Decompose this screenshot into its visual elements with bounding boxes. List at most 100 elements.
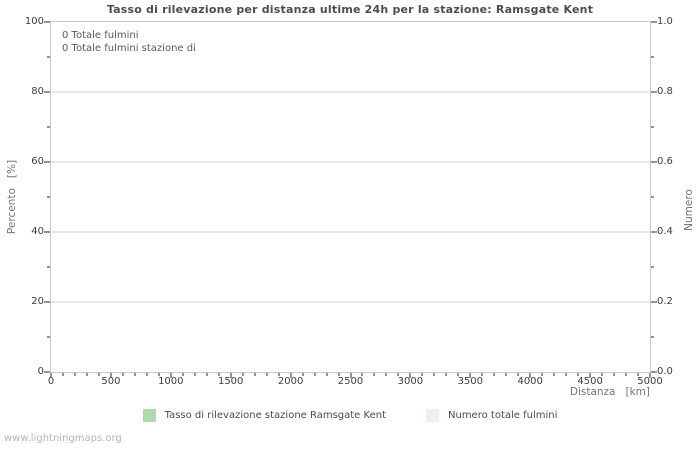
x-axis-tick-label: 4000 [517,376,543,387]
x-axis-tick [254,373,256,376]
y-axis-tick [47,336,50,338]
legend-item-total-lightning: Numero totale fulmini [426,409,557,422]
y-axis-tick-label: 20 [31,295,44,307]
x-axis-tick [421,373,423,376]
x-axis-tick [481,373,483,376]
x-axis-tick [242,373,244,376]
x-axis-tick [326,373,328,376]
x-axis-tick [266,373,268,376]
y2-axis-tick [651,126,654,128]
x-axis-tick-label: 1000 [158,376,184,387]
y2-axis-tick [651,336,654,338]
x-axis-tick [373,373,375,376]
x-axis-tick [361,373,363,376]
x-axis-tick [122,373,124,376]
plot-annotations: 0 Totale fulmini 0 Totale fulmini stazio… [62,29,196,55]
x-axis-tick [302,373,304,376]
y-axis-tick [44,301,50,303]
x-axis-tick-label: 2000 [277,376,304,387]
y2-axis-tick [651,266,654,268]
x-axis-tick [445,373,447,376]
legend-swatch-total-lightning [426,409,439,422]
x-axis-tick [206,373,208,376]
x-axis-tick-label: 2500 [337,376,364,387]
x-axis-tick [505,373,507,376]
y2-axis-tick [651,371,657,373]
y-axis-tick-label: 60 [31,155,44,167]
y2-axis-tick [651,301,657,303]
x-axis-tick [194,373,196,376]
x-axis-tick [385,373,387,376]
x-axis-tick [649,373,651,378]
legend-label-detection-rate: Tasso di rilevazione stazione Ramsgate K… [164,410,386,421]
annotation-total-lightning-station: 0 Totale fulmini stazione di [62,43,196,54]
x-axis-tick [553,373,555,376]
x-axis-tick [565,373,567,376]
x-axis-tick [98,373,100,376]
x-axis-tick [170,373,172,378]
y-axis-tick-label: 100 [24,15,44,27]
gridline-horizontal [51,301,650,303]
y-axis-tick [44,231,50,233]
x-axis-tick [338,373,340,376]
y-axis-tick-label: 80 [31,85,44,97]
x-axis-tick [613,373,615,376]
x-axis-tick [577,373,579,376]
y-axis-tick [47,126,50,128]
x-axis-tick [637,373,639,376]
legend-label-total-lightning: Numero totale fulmini [448,410,558,421]
x-axis-tick [541,373,543,376]
y2-axis-tick-label: 1.0 [657,15,673,27]
y2-axis-tick [651,91,657,93]
y-axis-tick-label: 40 [31,225,44,237]
x-axis-tick [433,373,435,376]
x-axis-tick-label: 3500 [457,376,484,387]
y-axis-tick [47,56,50,58]
x-axis-tick [457,373,459,376]
y2-axis-tick-label: 0.2 [657,295,673,307]
x-axis-tick [74,373,76,376]
chart-title: Tasso di rilevazione per distanza ultime… [106,3,594,16]
x-axis-tick [146,373,148,376]
x-axis-tick [62,373,64,376]
x-axis-tick [314,373,316,376]
gridline-horizontal [51,161,650,163]
x-axis-tick [110,373,112,378]
y2-axis-tick [651,21,657,23]
y-axis-tick [47,266,50,268]
x-axis-tick [50,373,52,378]
y-axis-tick-label: 0 [37,365,44,377]
x-axis-label: Distanza [km] [569,386,650,398]
y-axis-label-left: Percento [%] [6,159,18,235]
y-axis-tick [47,196,50,198]
legend-item-detection-rate: Tasso di rilevazione stazione Ramsgate K… [142,409,386,422]
x-axis-tick [601,373,603,376]
x-axis-tick [290,373,292,378]
x-axis-tick [182,373,184,376]
watermark-link: www.lightningmaps.org [4,433,122,444]
x-axis-tick [350,373,351,378]
y2-axis-tick [651,196,654,198]
x-axis-tick [469,373,471,378]
x-axis-tick [625,373,627,376]
x-axis-tick [230,373,232,378]
gridline-horizontal [51,91,650,93]
x-axis-tick [529,373,531,378]
legend-swatch-detection-rate [142,409,156,422]
x-axis-tick [278,373,280,376]
x-axis-tick [86,373,88,376]
y-axis-tick [44,91,50,93]
x-axis-tick-label: 0 [47,376,55,387]
x-axis-tick [517,373,519,376]
x-axis-tick [493,373,495,376]
y2-axis-tick-label: 0.8 [657,85,673,97]
x-axis-tick [158,373,160,376]
y-axis-label-right: Numero [683,189,695,231]
x-axis-tick-label: 1500 [217,376,244,387]
y2-axis-tick-label: 0.4 [657,225,673,237]
legend: Tasso di rilevazione stazione Ramsgate K… [0,409,700,422]
gridline-horizontal [51,231,650,233]
y2-axis-tick-label: 0.0 [657,365,673,377]
x-axis-tick-label: 5000 [637,376,663,387]
annotation-total-lightning: 0 Totale fulmini [62,30,139,41]
